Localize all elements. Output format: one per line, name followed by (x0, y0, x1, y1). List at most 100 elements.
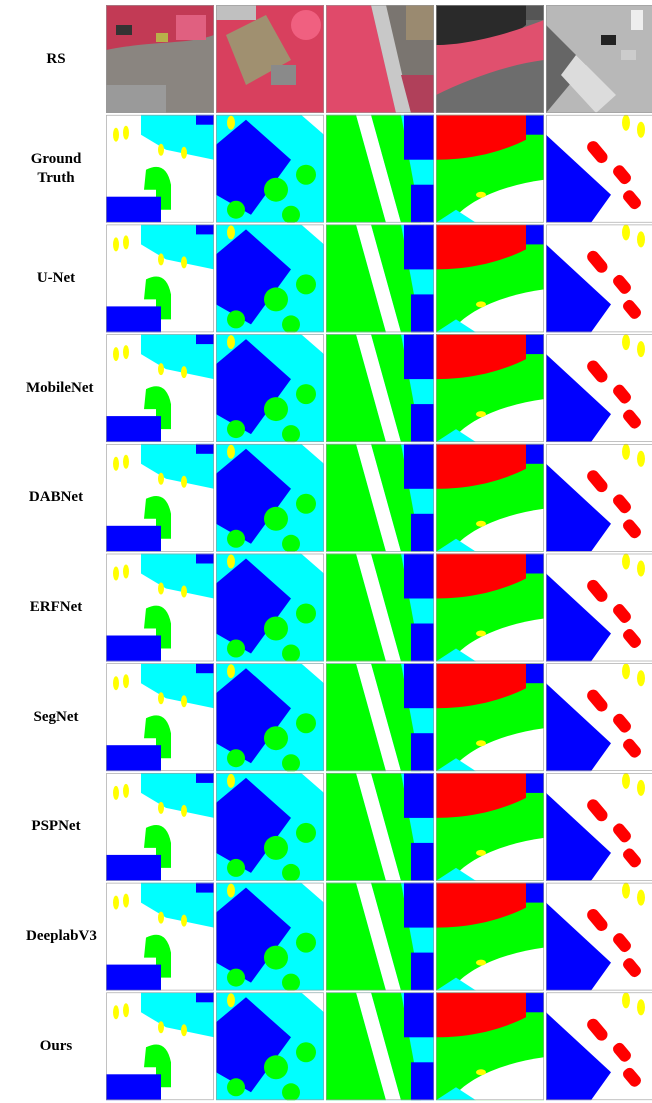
image-border (216, 663, 324, 772)
row-label-text: DeeplabV3 (26, 928, 97, 945)
segmentation-map (216, 772, 324, 881)
segmentation-map (546, 224, 652, 333)
image-border (216, 5, 324, 113)
image-border (216, 882, 324, 991)
image-border (326, 5, 434, 113)
segmentation-map (326, 334, 434, 443)
segmentation-map (436, 992, 544, 1101)
segmentation-map (216, 334, 324, 443)
segmentation-map (326, 443, 434, 552)
segmentation-map (106, 882, 214, 991)
image-border (546, 553, 652, 662)
segmentation-map (216, 224, 324, 333)
segmentation-map (546, 772, 652, 881)
image-border (546, 5, 652, 113)
image-border (216, 992, 324, 1101)
image-border (106, 224, 214, 333)
segmentation-map (106, 443, 214, 552)
row-label: PSPNet (8, 773, 104, 881)
segmentation-map (216, 882, 324, 991)
row-label-text: RS (46, 50, 66, 67)
row-label: ERFNet (8, 554, 104, 662)
image-border (106, 114, 214, 223)
image-border (106, 334, 214, 442)
image-border (546, 443, 652, 552)
image-border (546, 992, 652, 1101)
row-label: RS (8, 5, 104, 113)
segmentation-map (216, 443, 324, 552)
row-label: MobileNet (8, 334, 104, 442)
segmentation-map (436, 443, 544, 552)
image-border (326, 224, 434, 333)
row-label: Ground Truth (8, 115, 104, 223)
segmentation-map (436, 882, 544, 991)
image-border (106, 882, 214, 991)
image-border (436, 882, 544, 991)
image-border (326, 443, 434, 552)
image-border (326, 992, 434, 1101)
image-border (216, 443, 324, 552)
segmentation-map (216, 992, 324, 1101)
image-border (546, 224, 652, 333)
image-border (436, 5, 544, 113)
image-border (216, 224, 324, 333)
segmentation-map (106, 663, 214, 772)
image-border (546, 882, 652, 991)
segmentation-map (326, 772, 434, 881)
segmentation-map (106, 992, 214, 1101)
image-border (546, 773, 652, 881)
image-border (326, 553, 434, 662)
image-border (326, 334, 434, 442)
image-border (326, 882, 434, 991)
segmentation-map (106, 334, 214, 443)
rs-image (436, 5, 544, 113)
segmentation-map (216, 553, 324, 662)
row-label: U-Net (8, 224, 104, 332)
segmentation-map (546, 114, 652, 223)
image-border (326, 114, 434, 223)
segmentation-map (546, 992, 652, 1101)
segmentation-map (326, 114, 434, 223)
segmentation-map (436, 553, 544, 662)
row-label-text: U-Net (36, 269, 76, 286)
segmentation-map (436, 772, 544, 881)
rs-image (326, 5, 434, 113)
rs-image (546, 5, 652, 113)
row-label-text: SegNet (33, 708, 79, 725)
segmentation-map (326, 224, 434, 333)
row-label: SegNet (8, 663, 104, 771)
image-border (436, 224, 544, 333)
image-border (546, 663, 652, 772)
row-label-text: Ours (39, 1037, 73, 1054)
row-label-text: ERFNet (29, 599, 83, 615)
segmentation-map (546, 553, 652, 662)
image-border (436, 773, 544, 881)
row-label-text: Ground Truth (30, 150, 82, 186)
segmentation-map (106, 772, 214, 881)
image-border (436, 334, 544, 442)
image-border (216, 334, 324, 442)
segmentation-map (106, 553, 214, 662)
image-border (216, 553, 324, 662)
segmentation-map (436, 334, 544, 443)
image-border (436, 663, 544, 772)
segmentation-map (546, 882, 652, 991)
image-border (436, 443, 544, 552)
image-border (106, 773, 214, 881)
image-border (216, 773, 324, 881)
segmentation-map (106, 114, 214, 223)
segmentation-map (546, 443, 652, 552)
segmentation-map (216, 663, 324, 772)
image-border (106, 663, 214, 772)
image-border (106, 5, 214, 113)
segmentation-map (106, 224, 214, 333)
image-border (326, 663, 434, 772)
segmentation-map (436, 114, 544, 223)
row-label: DeeplabV3 (8, 883, 104, 991)
rs-image (216, 5, 324, 113)
image-border (106, 443, 214, 552)
image-border (436, 114, 544, 223)
segmentation-map (326, 663, 434, 772)
